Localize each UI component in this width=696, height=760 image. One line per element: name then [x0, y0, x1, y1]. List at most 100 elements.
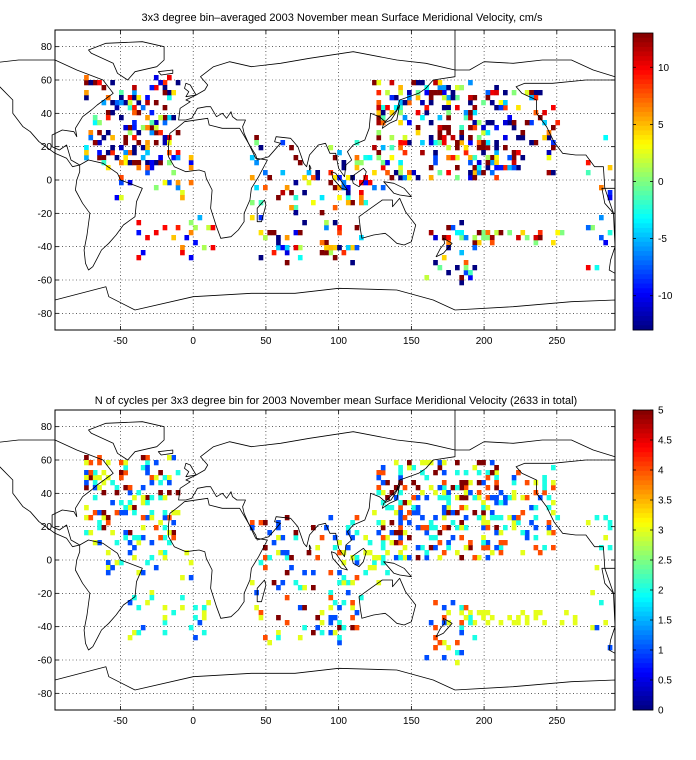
colorbar-segment — [633, 265, 653, 271]
data-cell — [433, 140, 438, 146]
data-cell — [407, 510, 412, 516]
data-cell — [437, 540, 443, 546]
colorbar-tick-label: 1 — [658, 646, 664, 657]
data-cell — [140, 495, 146, 501]
data-cell — [354, 160, 360, 166]
data-cell — [590, 590, 595, 596]
data-cell — [293, 535, 299, 541]
data-cell — [110, 500, 115, 506]
data-cell — [319, 195, 325, 201]
colorbar-segment — [633, 292, 653, 298]
data-cell — [542, 480, 547, 486]
data-cell — [276, 535, 281, 541]
data-cell — [197, 215, 203, 221]
data-cell — [123, 140, 129, 146]
data-cell — [193, 635, 198, 641]
data-cell — [485, 235, 491, 241]
data-cell — [149, 515, 155, 521]
data-cell — [463, 605, 469, 611]
data-cell — [459, 140, 465, 146]
data-cell — [145, 560, 150, 566]
data-cell — [324, 220, 329, 226]
data-cell — [455, 470, 460, 476]
data-cell — [105, 475, 111, 481]
data-cell — [105, 550, 111, 556]
data-cell — [380, 520, 386, 526]
colorbar-segment — [633, 663, 653, 669]
data-cell — [407, 170, 412, 176]
colorbar-segment — [633, 489, 653, 495]
data-cell — [398, 120, 403, 126]
data-cell — [446, 500, 451, 506]
data-cell — [123, 535, 129, 541]
data-cell — [136, 220, 142, 226]
data-cell — [276, 240, 281, 246]
colorbar-segment — [633, 218, 653, 224]
data-cell — [607, 195, 613, 201]
data-cell — [105, 115, 111, 121]
data-cell — [415, 485, 421, 491]
data-cell — [92, 120, 98, 126]
coastline-south-america — [75, 539, 143, 651]
data-cell — [175, 155, 181, 161]
data-cell — [459, 555, 465, 561]
data-cell — [511, 495, 517, 501]
data-cell — [149, 165, 155, 171]
colorbar-segment — [633, 428, 653, 434]
data-cell — [564, 610, 569, 616]
data-cell — [446, 110, 451, 116]
data-cell — [446, 510, 451, 516]
data-cell — [127, 485, 133, 491]
data-cell — [180, 190, 185, 196]
data-cell — [132, 495, 137, 501]
data-cell — [537, 550, 543, 556]
data-cell — [542, 485, 547, 491]
colorbar-segment — [633, 564, 653, 570]
data-cell — [533, 615, 539, 621]
data-cell — [433, 260, 438, 266]
data-cell — [132, 555, 137, 561]
data-cell — [524, 615, 530, 621]
colorbar-segment — [633, 442, 653, 448]
data-cell — [437, 265, 443, 271]
data-cell — [572, 615, 578, 621]
data-cell — [463, 470, 469, 476]
data-cell — [476, 145, 482, 151]
data-cell — [171, 535, 177, 541]
data-cell — [485, 140, 491, 146]
data-cell — [293, 230, 299, 236]
colorbar-segment — [633, 306, 653, 312]
data-cell — [354, 140, 360, 146]
data-cell — [380, 540, 386, 546]
data-cell — [101, 155, 107, 161]
data-cell — [284, 595, 290, 601]
data-cell — [276, 635, 281, 641]
data-cell — [92, 480, 98, 486]
data-cell — [132, 135, 137, 141]
data-cell — [337, 195, 342, 201]
data-cell — [433, 160, 438, 166]
colorbar-segment — [633, 316, 653, 322]
data-cell — [424, 530, 430, 536]
data-cell — [428, 520, 434, 526]
data-cell — [319, 210, 325, 216]
y-tick-label: 40 — [41, 489, 53, 500]
data-cell — [446, 495, 451, 501]
data-cell — [88, 130, 94, 136]
data-cell — [551, 500, 556, 506]
data-cell — [511, 520, 517, 526]
data-cell — [324, 240, 329, 246]
data-cell — [446, 225, 451, 231]
data-cell — [293, 580, 299, 586]
data-cell — [92, 485, 98, 491]
colorbar-segment — [633, 433, 653, 439]
data-cell — [271, 230, 277, 236]
data-cell — [420, 515, 425, 521]
data-cell — [516, 520, 521, 526]
data-cell — [345, 185, 351, 191]
data-cell — [97, 155, 102, 161]
data-cell — [437, 485, 443, 491]
data-cell — [433, 525, 438, 531]
data-cell — [193, 605, 198, 611]
